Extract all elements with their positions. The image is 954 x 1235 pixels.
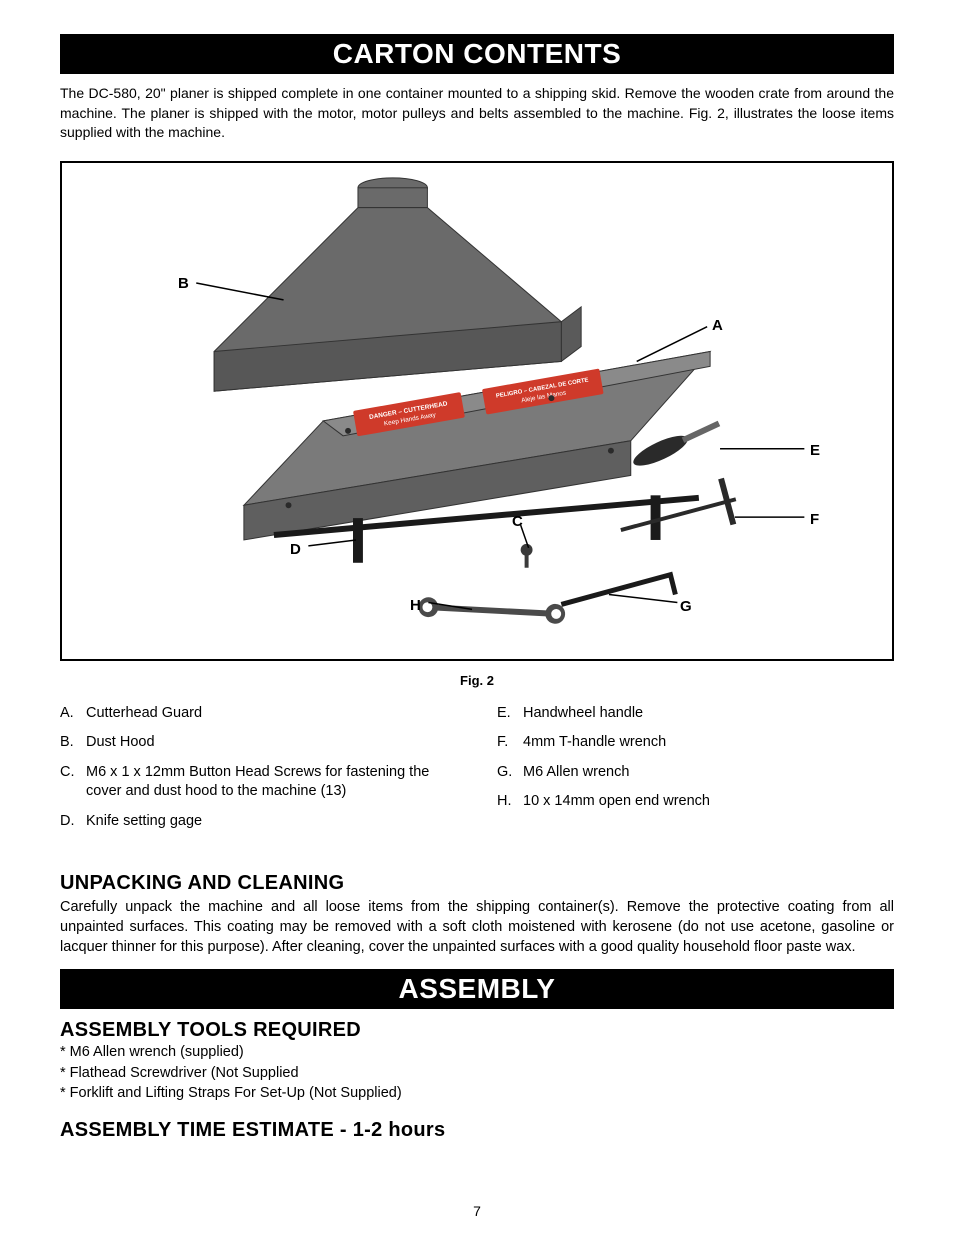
list-item: D. Knife setting gage	[60, 812, 457, 832]
heading-time-estimate: ASSEMBLY TIME ESTIMATE - 1-2 hours	[60, 1119, 894, 1142]
unpacking-text: Carefully unpack the machine and all loo…	[60, 897, 894, 958]
fig-label-F: F	[810, 511, 819, 528]
banner-carton: CARTON CONTENTS	[60, 34, 894, 74]
list-item: C. M6 x 1 x 12mm Button Head Screws for …	[60, 763, 457, 802]
list-item: A. Cutterhead Guard	[60, 704, 457, 724]
banner-assembly: ASSEMBLY	[60, 969, 894, 1009]
parts-text: M6 Allen wrench	[523, 763, 629, 783]
list-item: E. Handwheel handle	[497, 704, 894, 724]
figure-caption: Fig. 2	[60, 673, 894, 688]
tool-line: * Flathead Screwdriver (Not Supplied	[60, 1063, 894, 1083]
parts-text: 10 x 14mm open end wrench	[523, 792, 710, 812]
page-number: 7	[0, 1203, 954, 1219]
fig-label-H: H	[410, 597, 421, 614]
parts-text: Handwheel handle	[523, 704, 643, 724]
tool-line: * M6 Allen wrench (supplied)	[60, 1042, 894, 1062]
parts-letter: A.	[60, 704, 86, 724]
parts-col-left: A. Cutterhead Guard B. Dust Hood C. M6 x…	[60, 704, 457, 842]
parts-letter: G.	[497, 763, 523, 783]
list-item: F. 4mm T-handle wrench	[497, 733, 894, 753]
parts-letter: C.	[60, 763, 86, 802]
heading-unpacking: UNPACKING AND CLEANING	[60, 872, 894, 895]
fig-label-B: B	[178, 275, 189, 292]
list-item: G. M6 Allen wrench	[497, 763, 894, 783]
parts-letter: F.	[497, 733, 523, 753]
parts-text: Cutterhead Guard	[86, 704, 202, 724]
figure-illustration: DANGER – CUTTERHEAD Keep Hands Away PELI…	[62, 163, 892, 659]
parts-letter: B.	[60, 733, 86, 753]
parts-col-right: E. Handwheel handle F. 4mm T-handle wren…	[497, 704, 894, 842]
fig-label-D: D	[290, 541, 301, 558]
parts-text: Knife setting gage	[86, 812, 202, 832]
tool-line: * Forklift and Lifting Straps For Set-Up…	[60, 1083, 894, 1103]
list-item: H. 10 x 14mm open end wrench	[497, 792, 894, 812]
figure-box: DANGER – CUTTERHEAD Keep Hands Away PELI…	[60, 161, 894, 661]
list-item: B. Dust Hood	[60, 733, 457, 753]
parts-list: A. Cutterhead Guard B. Dust Hood C. M6 x…	[60, 704, 894, 842]
parts-letter: E.	[497, 704, 523, 724]
parts-letter: D.	[60, 812, 86, 832]
parts-text: M6 x 1 x 12mm Button Head Screws for fas…	[86, 763, 457, 802]
fig-label-E: E	[810, 442, 820, 459]
parts-letter: H.	[497, 792, 523, 812]
fig-label-C: C	[512, 513, 523, 530]
heading-tools: ASSEMBLY TOOLS REQUIRED	[60, 1019, 894, 1042]
fig-label-A: A	[712, 317, 723, 334]
parts-text: Dust Hood	[86, 733, 155, 753]
parts-text: 4mm T-handle wrench	[523, 733, 666, 753]
intro-paragraph: The DC-580, 20" planer is shipped comple…	[60, 84, 894, 143]
fig-label-G: G	[680, 598, 692, 615]
